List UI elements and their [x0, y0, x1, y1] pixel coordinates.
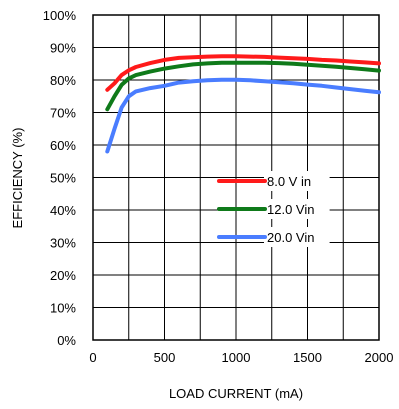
x-axis-ticks: 0 500 1000 1500 2000 [89, 350, 393, 365]
series-line-0 [105, 54, 381, 92]
y-tick-label: 90% [50, 41, 76, 56]
y-tick-label: 50% [50, 171, 76, 186]
series-line-2 [105, 77, 381, 154]
legend-label-0: 8.0 V in [267, 174, 311, 189]
series-lines [105, 54, 381, 154]
y-tick-label: 100% [43, 8, 77, 23]
legend-label-bg [264, 171, 330, 191]
series-line-1 [105, 60, 381, 112]
y-tick-label: 80% [50, 73, 76, 88]
legend-label-1: 12.0 Vin [267, 202, 314, 217]
y-axis-label: EFFICIENCY (%) [10, 128, 25, 229]
y-tick-label: 30% [50, 236, 76, 251]
legend-label-2: 20.0 Vin [267, 230, 314, 245]
x-tick-label: 1500 [293, 350, 322, 365]
y-tick-label: 70% [50, 106, 76, 121]
y-axis-ticks: 0% 10% 20% 30% 40% 50% 60% 70% 80% 90% 100% [43, 8, 77, 348]
y-tick-label: 40% [50, 203, 76, 218]
y-tick-label: 20% [50, 268, 76, 283]
legend: 8.0 V in 12.0 Vin 20.0 Vin [217, 171, 330, 247]
x-tick-label: 500 [154, 350, 176, 365]
y-tick-label: 0% [57, 333, 76, 348]
x-tick-label: 1000 [222, 350, 251, 365]
plot-frame [92, 14, 380, 341]
x-tick-label: 0 [89, 350, 96, 365]
legend-label-bg [264, 227, 330, 247]
y-tick-label: 60% [50, 138, 76, 153]
x-tick-label: 2000 [365, 350, 394, 365]
legend-label-bg [264, 199, 330, 219]
y-tick-label: 10% [50, 301, 76, 316]
x-axis-label: LOAD CURRENT (mA) [169, 386, 303, 401]
